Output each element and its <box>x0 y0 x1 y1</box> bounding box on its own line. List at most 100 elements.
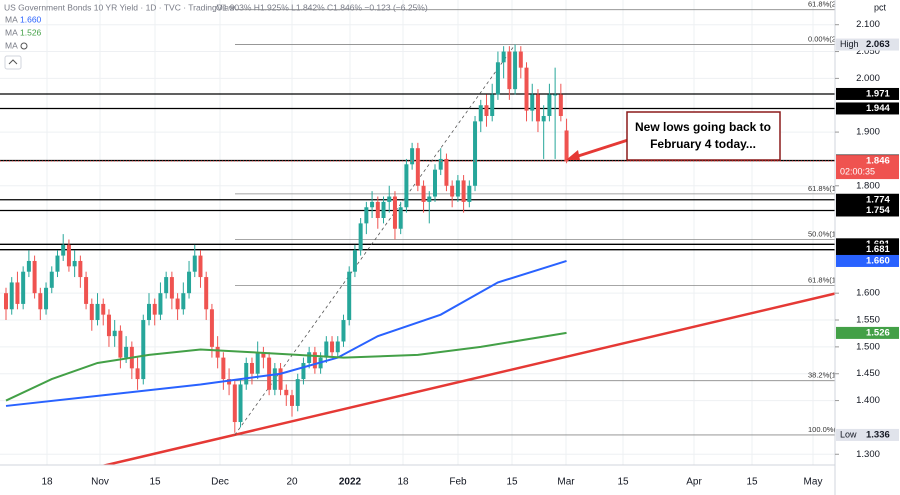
legend-value: 1.660 <box>20 14 42 24</box>
candle-body <box>444 158 449 186</box>
price-tag <box>836 254 899 267</box>
candle-body <box>118 330 123 358</box>
candle-body <box>55 255 60 272</box>
y-tick-label: 2.100 <box>856 19 880 30</box>
x-tick-label: 15 <box>149 477 161 488</box>
candle-body <box>49 271 54 288</box>
annotation-line: New lows going back to <box>635 120 771 134</box>
candle-body <box>101 303 106 315</box>
candle-body <box>558 94 563 116</box>
trendline <box>100 292 835 465</box>
candle-body <box>204 277 209 310</box>
y-tick-label: 1.300 <box>856 449 880 460</box>
candle-body <box>272 368 277 390</box>
candle-body <box>158 293 163 315</box>
candle-body <box>347 271 352 321</box>
candle-body <box>261 352 266 358</box>
candle-body <box>484 105 489 116</box>
candle-body <box>249 362 254 374</box>
price-tag-label: 1.944 <box>866 103 890 114</box>
price-axis: 2.100 2.050 2.000 1.900 1.800 1.600 1.550 1.500… <box>834 0 900 495</box>
price-tag <box>836 243 899 256</box>
candle-body <box>392 196 397 229</box>
candle-body <box>38 293 43 310</box>
candle-body <box>513 51 518 90</box>
legend-name: MA <box>5 27 18 37</box>
x-tick-label: 20 <box>286 477 298 488</box>
candle-body <box>427 196 432 202</box>
annotation-arrow <box>571 138 629 160</box>
candle-body <box>44 287 49 310</box>
legend-value: 1.526 <box>20 27 42 37</box>
candle-body <box>181 293 186 310</box>
y-tick-label: 1.500 <box>856 341 880 352</box>
candle-body <box>284 389 289 396</box>
x-tick-label: Nov <box>91 477 109 488</box>
x-tick-label: Feb <box>449 477 467 488</box>
candle-body <box>21 271 26 304</box>
bar-timer: 02:00:35 <box>840 166 875 176</box>
current-price-tag <box>836 155 899 180</box>
candle-body <box>147 303 151 321</box>
ohlc-readout: O1.903% H1.925% L1.842% C1.846% −0.123 (… <box>216 2 428 12</box>
candle-body <box>335 341 340 353</box>
x-tick-label: 15 <box>617 477 629 488</box>
candle-body <box>295 379 300 406</box>
moving-average <box>5 331 567 402</box>
price-tag <box>836 38 899 51</box>
collapse-button[interactable] <box>4 55 22 70</box>
candle-body <box>9 282 14 310</box>
price-tag-label: 1.336 <box>866 429 890 440</box>
visibility-icon <box>20 42 28 50</box>
annotation-box <box>626 111 781 161</box>
candle-body <box>66 244 71 267</box>
plot-area: 61.8%(2.128%) 0.00%(2.063%) 61.8%(1.785%) 5… <box>0 0 864 465</box>
candle-body <box>267 357 272 390</box>
fib-label: 38.2%(1.437%) <box>808 371 860 380</box>
candle-body <box>312 352 317 369</box>
fib-label: 50.0%(1.700%) <box>808 229 860 238</box>
price-tag-label: 1.774 <box>866 194 890 205</box>
x-tick-label: Dec <box>211 477 229 488</box>
x-tick-label: 18 <box>397 477 409 488</box>
candle-body <box>352 250 357 272</box>
candle-body <box>152 303 157 315</box>
candle-body <box>495 62 500 95</box>
chart-title: US Government Bonds 10 YR Yield · 1D · T… <box>4 2 236 12</box>
price-tag-name: High <box>840 39 859 49</box>
candle-body <box>238 384 243 423</box>
candle-body <box>301 362 306 380</box>
price-tag-name: Low <box>840 429 857 439</box>
y-tick-label: 1.800 <box>856 180 880 191</box>
candle-body <box>32 260 37 294</box>
candle-body <box>450 185 455 197</box>
candle-body <box>387 196 392 202</box>
candle-body <box>255 352 260 374</box>
candle-body <box>421 185 426 202</box>
candle-body <box>535 94 540 122</box>
candle-body <box>175 298 180 310</box>
candle-body <box>78 260 83 278</box>
fib-label: 61.8%(1.614%) <box>808 276 860 285</box>
candle-body <box>89 303 94 321</box>
fib-label: 61.8%(2.128%) <box>808 0 860 9</box>
candle-body <box>112 330 117 337</box>
fib-label: 100.0%(1.336%) <box>808 425 864 434</box>
candle-body <box>198 255 203 278</box>
legend-name: MA <box>5 14 18 24</box>
candle-body <box>467 185 472 202</box>
candle-body <box>518 51 523 68</box>
candle-body <box>507 51 512 90</box>
price-tag-label: 1.660 <box>866 255 890 266</box>
candle-body <box>84 277 89 304</box>
candle-body <box>221 357 226 380</box>
x-tick-label: Mar <box>557 477 575 488</box>
candle-body <box>135 368 140 380</box>
x-tick-label: 15 <box>506 477 518 488</box>
price-tag <box>836 87 899 100</box>
candle-body <box>564 130 569 162</box>
candle-body <box>187 271 192 294</box>
x-tick-label: 2022 <box>339 477 362 488</box>
